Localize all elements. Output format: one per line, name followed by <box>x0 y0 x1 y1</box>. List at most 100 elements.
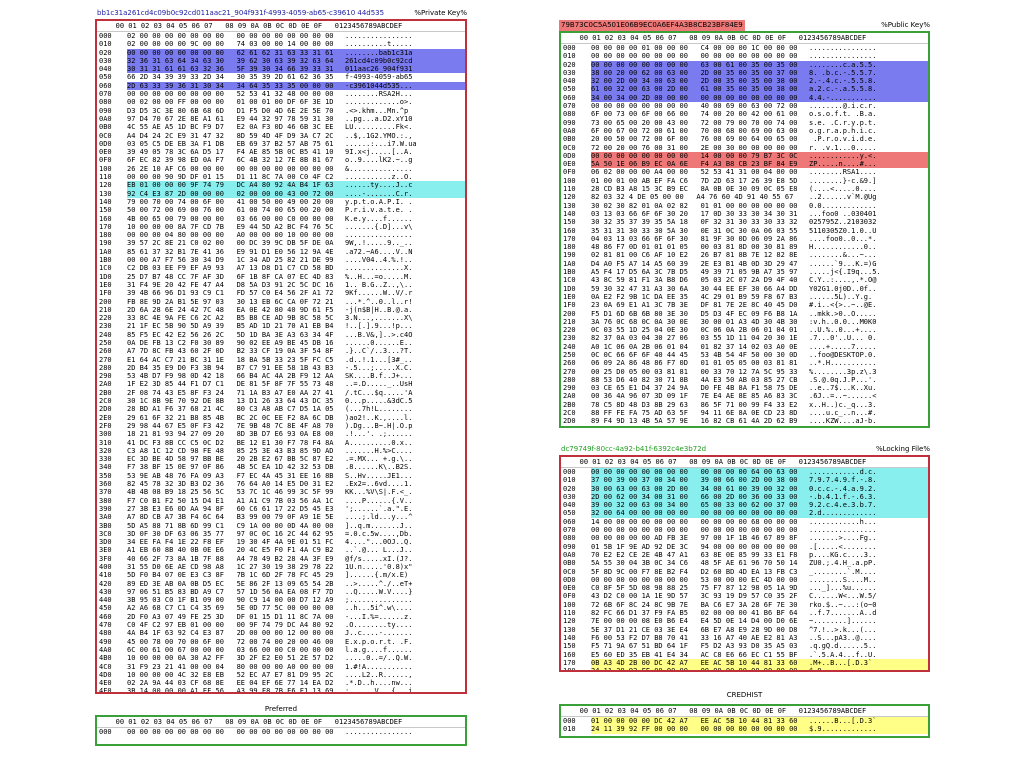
row-hex-bytes[interactable]: D4 A0 F5 A7 14 A5 60 39 2E E3 B1 4B 0D 3… <box>591 259 798 268</box>
hex-row[interactable]: 020 00 00 00 00 00 00 00 00 63 00 61 00 3… <box>561 60 928 69</box>
hex-row[interactable]: 2E0AA 61 C7 9D FA DA 8A C4 74 34 D0 DE 7… <box>561 426 928 427</box>
hex-row[interactable]: 260 06 09 2A 86 48 86 F7 0D 01 01 05 05 0… <box>561 359 928 367</box>
hex-row[interactable]: 090 01 5B 1F 9E AD 92 DE 3C 94 00 00 00 0… <box>561 543 928 551</box>
row-ascii[interactable]: 8. .b.c.-.5.5.7. <box>809 68 928 78</box>
row-hex-bytes[interactable]: A2 A6 68 C7 C1 C4 35 69 5E 0D 77 5C 00 0… <box>127 604 334 613</box>
row-ascii[interactable]: ..$,.1G2.YMO.:., <box>345 131 413 140</box>
row-hex-bytes[interactable]: 02 2A 9A 44 03 CF 68 8E EE 04 EF 6E 77 1… <box>127 679 334 688</box>
hex-row[interactable]: 420 89 ED 3E AB 0A 0B D5 EC 5E 86 2F 13 0… <box>97 580 465 588</box>
hex-row[interactable]: 130 30 02 30 82 01 0A 02 82 01 01 00 00 0… <box>561 202 928 210</box>
row-ascii[interactable]: ..............X. <box>345 264 413 273</box>
hex-row[interactable]: 290 53 4B D7 F9 98 0D 42 18 66 B4 AC 4A 2… <box>97 372 465 380</box>
row-hex-bytes[interactable]: E5 60 ED 35 EB 41 E4 34 AC C8 E6 66 EC C… <box>591 650 798 659</box>
public-key-hexview[interactable]: 00 01 02 03 04 05 06 07 08 09 0A 0B 0C 0… <box>559 31 930 428</box>
hex-row[interactable]: 1F0 23 0A 69 E1 A1 3C 7B 3E DF 81 7E 2E 8… <box>561 301 928 309</box>
row-ascii[interactable]: ....+.....7..... <box>809 342 877 351</box>
row-hex-bytes[interactable]: 0C 03 55 1D 25 04 0E 30 0C 06 0A 2B 06 0… <box>591 326 798 335</box>
row-ascii[interactable]: ^7.!..>.k...(... <box>809 625 877 634</box>
hex-row[interactable]: 2A0 1F E2 3D 85 44 F1 D7 C1 DE 81 5F 8F 7… <box>97 380 465 388</box>
row-hex-bytes[interactable]: 00 00 00 00 00 00 00 00 14 00 00 00 79 B… <box>591 151 809 161</box>
row-ascii[interactable]: ...B.V&,]..>.c4O <box>345 330 413 339</box>
row-ascii[interactable]: ................ <box>345 728 413 736</box>
hex-row[interactable]: 3D0 34 EE FA F4 1E 22 F8 EF 19 30 4F 4A 9… <box>97 538 465 546</box>
hex-row[interactable]: 290 03 CE 65 E1 D4 37 24 9A D0 FE 4B 8A F… <box>561 384 928 392</box>
row-hex-bytes[interactable]: A7 7D 8C FB 43 60 2F 0D B2 33 CF 19 0A 3… <box>127 347 334 356</box>
row-ascii[interactable]: ............h... <box>809 517 877 526</box>
row-ascii[interactable]: 9W,.!.....9.._.. <box>345 239 413 248</box>
hex-row[interactable]: 0A0 70 E2 E2 CE 2E 4B 47 A1 63 8E 0E 85 9… <box>561 551 928 559</box>
row-hex-bytes[interactable]: 18 21 81 93 94 27 09 20 8D 3B D7 E6 93 0… <box>127 430 334 439</box>
row-hex-bytes[interactable]: 72 00 20 00 76 00 31 00 2E 00 30 00 00 0… <box>591 143 798 152</box>
hex-row[interactable]: 000 00 00 00 00 01 00 00 00 C4 00 00 00 1… <box>561 44 928 52</box>
row-ascii[interactable]: H............0.. <box>809 243 877 252</box>
row-ascii[interactable]: ........S....M.. <box>809 575 877 584</box>
row-ascii[interactable]: -...I.%=......z. <box>345 612 413 621</box>
row-hex-bytes[interactable]: 2D 00 62 00 34 00 31 00 66 00 2D 00 36 0… <box>591 492 809 502</box>
hex-row[interactable]: 280 2D B4 35 E9 D0 F3 3B 94 B7 C7 91 EE 5… <box>97 364 465 372</box>
hex-row[interactable]: 1F0 39 4B 66 96 D1 93 C9 C1 FD 57 C0 E4 5… <box>97 289 465 297</box>
row-hex-bytes[interactable]: 28 CD B3 A8 15 3C B9 EC 8A 0B 0E 30 09 0… <box>591 185 798 194</box>
row-ascii[interactable]: ................ <box>809 52 877 61</box>
row-ascii[interactable]: %..H...=o.....M. <box>345 272 413 281</box>
row-hex-bytes[interactable]: 39 00 32 00 63 00 34 00 65 00 33 00 62 0… <box>591 501 809 510</box>
row-hex-bytes[interactable]: 21 1F EC 5B 90 5D A9 39 B5 AD 1D 21 70 A… <box>127 322 334 331</box>
hex-row[interactable]: 250 0A DE FB 13 C2 F0 30 89 90 02 EE A9 B… <box>97 339 465 347</box>
private-key-hexview[interactable]: 00 01 02 03 04 05 06 07 08 09 0A 0B 0C 0… <box>95 19 467 694</box>
row-hex-bytes[interactable]: 00 00 A7 F7 56 30 34 D9 1C 34 AD 25 82 2… <box>127 256 334 265</box>
hex-row[interactable]: 120 7E 00 00 00 08 E0 B6 E4 E4 5D 0E 14 D… <box>561 617 928 625</box>
hex-row[interactable]: 160 E5 60 ED 35 EB 41 E4 34 AC C8 E6 66 E… <box>561 651 928 659</box>
hex-row[interactable]: 140 F6 00 53 F2 D7 B8 70 41 33 16 A7 40 A… <box>561 634 928 642</box>
row-ascii[interactable]: !..[.].9...!p... <box>345 322 413 331</box>
row-hex-bytes[interactable]: C0 4F C2 97 EB 01 00 00 00 9F 74 79 DC A… <box>127 621 334 630</box>
row-hex-bytes[interactable]: 00 00 00 04 80 00 00 00 A0 00 00 00 10 0… <box>127 231 334 240</box>
row-ascii[interactable]: .=.MX... +.g.\.. <box>345 455 413 464</box>
hex-row[interactable]: 400 31 55 D0 6E AE CD 98 A8 1C 27 30 19 3… <box>97 563 465 571</box>
row-ascii[interactable]: ............y.<. <box>809 151 928 161</box>
row-hex-bytes[interactable]: 06 02 00 00 00 A4 00 00 52 53 41 31 00 0… <box>591 168 798 177</box>
row-ascii[interactable]: .*.D..h....nw... <box>345 679 413 688</box>
hex-row[interactable]: 200 F5 D1 6D 6B 6B 80 3E 30 D5 D3 4F EC 0… <box>561 310 928 318</box>
row-hex-bytes[interactable]: 02 00 00 00 00 00 00 00 00 00 00 00 00 0… <box>127 32 334 40</box>
row-hex-bytes[interactable]: 00 00 00 00 00 00 00 00 00 00 00 00 00 0… <box>591 526 798 535</box>
row-ascii[interactable]: ....foo0..0...*. <box>809 234 877 243</box>
hex-row[interactable]: 1E0 31 F4 9E 20 42 FE 47 A4 D8 5A D3 91 2… <box>97 281 465 289</box>
row-ascii[interactable]: -.b.4.1.f.-.6.3. <box>809 492 928 502</box>
row-hex-bytes[interactable]: 37 00 39 00 37 00 34 00 39 00 66 00 2D 0… <box>591 476 809 485</box>
row-hex-bytes[interactable]: 82 37 0A 03 04 30 27 06 03 55 1D 11 04 2… <box>591 334 798 343</box>
hex-row[interactable]: 150 30 32 35 37 39 35 5A 18 0F 32 31 30 3… <box>561 218 928 226</box>
hex-row[interactable]: 410 5D F0 B4 07 0E E3 C3 8F 7B 1C 6D 2F 7… <box>97 571 465 579</box>
row-hex-bytes[interactable]: 40 66 2F 73 8A 1B 7F 88 A4 78 49 B2 28 4… <box>127 554 334 563</box>
hex-row[interactable]: 050 32 00 64 00 00 00 00 00 00 00 00 00 0… <box>561 509 928 518</box>
row-ascii[interactable]: ]......{.m/x.E) <box>345 571 409 580</box>
row-ascii[interactable]: ~........]...... <box>809 617 877 626</box>
row-hex-bytes[interactable]: C0 8F 5F 5D 08 98 88 25 75 F7 87 12 98 0… <box>591 584 798 593</box>
row-hex-bytes[interactable]: 30 31 31 61 61 63 32 36 5F 39 30 34 66 3… <box>127 65 345 74</box>
row-hex-bytes[interactable]: 39 57 2C 8E 21 C0 02 00 00 DC 39 9C DB 5… <box>127 239 334 248</box>
row-ascii[interactable]: ..pg...a.D2.xY10 <box>345 114 413 123</box>
hex-row[interactable]: 2D0 28 BD A1 F6 37 68 21 4C 80 C3 A8 AB C… <box>97 405 465 413</box>
row-ascii[interactable]: S..Hv.....JE1... <box>345 471 413 480</box>
hex-row[interactable]: 0F0 6F EC 82 39 98 ED 0A F7 6C 4B 32 12 7… <box>97 156 465 164</box>
hex-row[interactable]: 0D0 00 00 00 00 00 00 00 00 14 00 00 00 7… <box>561 151 928 161</box>
row-ascii[interactable]: .}..C`/..3...?T. <box>345 347 413 356</box>
row-ascii[interactable]: .......H.%>C.... <box>345 446 413 455</box>
row-hex-bytes[interactable]: E1 64 AC C7 21 BC 31 1E 18 BA 5B 33 23 5… <box>127 355 334 364</box>
hex-row[interactable]: 210 2D 6A 28 6E 24 42 7C 48 EA 0E 42 80 4… <box>97 306 465 314</box>
row-hex-bytes[interactable]: 61 00 32 00 63 00 2D 00 61 00 35 00 35 0… <box>591 85 809 94</box>
row-ascii[interactable]: .q.gQ.d......5.. <box>809 642 877 651</box>
row-ascii[interactable]: ......:...i7.W.ua <box>345 139 417 148</box>
hex-row[interactable]: 050 66 2D 34 39 39 33 2D 34 30 35 39 2D 6… <box>97 73 465 81</box>
hex-row[interactable]: 0B0 5A 55 30 04 3B 0C 34 C6 48 5F AE 61 9… <box>561 559 928 567</box>
hex-row[interactable]: 000 00 00 00 00 00 00 00 00 00 00 00 00 0… <box>97 728 465 736</box>
row-ascii[interactable]: ....V04..4.%.!.. <box>345 256 413 265</box>
row-hex-bytes[interactable]: 41 DC F3 8B CC C5 0C D2 BE 12 E1 30 F7 7… <box>127 438 334 447</box>
hex-row[interactable]: 3B0 5D A5 88 71 8B 6D 99 C1 C9 1A 00 00 0… <box>97 522 465 530</box>
hex-row[interactable]: 060 34 00 34 00 2D 00 00 00 00 00 00 00 0… <box>561 93 928 103</box>
row-hex-bytes[interactable]: 14 00 00 00 00 00 00 00 00 00 00 00 68 0… <box>591 517 798 526</box>
row-ascii[interactable]: -c3961044d535... <box>345 81 465 91</box>
hex-row[interactable]: 180 48 86 F7 0D 01 01 01 05 00 03 81 8D 0… <box>561 243 928 251</box>
row-hex-bytes[interactable]: 30 00 63 00 63 00 2D 00 34 00 61 00 39 0… <box>591 484 809 493</box>
row-hex-bytes[interactable]: 00 00 00 00 01 00 00 00 C4 00 00 00 1C 0… <box>591 44 798 52</box>
row-hex-bytes[interactable]: 5E 37 D1 21 CE 03 3E E4 6B E7 A8 E9 28 9… <box>591 625 798 634</box>
row-hex-bytes[interactable]: 5A 50 1E 06 B9 EC 0A 6E F4 A3 B8 CB 23 B… <box>591 160 809 169</box>
